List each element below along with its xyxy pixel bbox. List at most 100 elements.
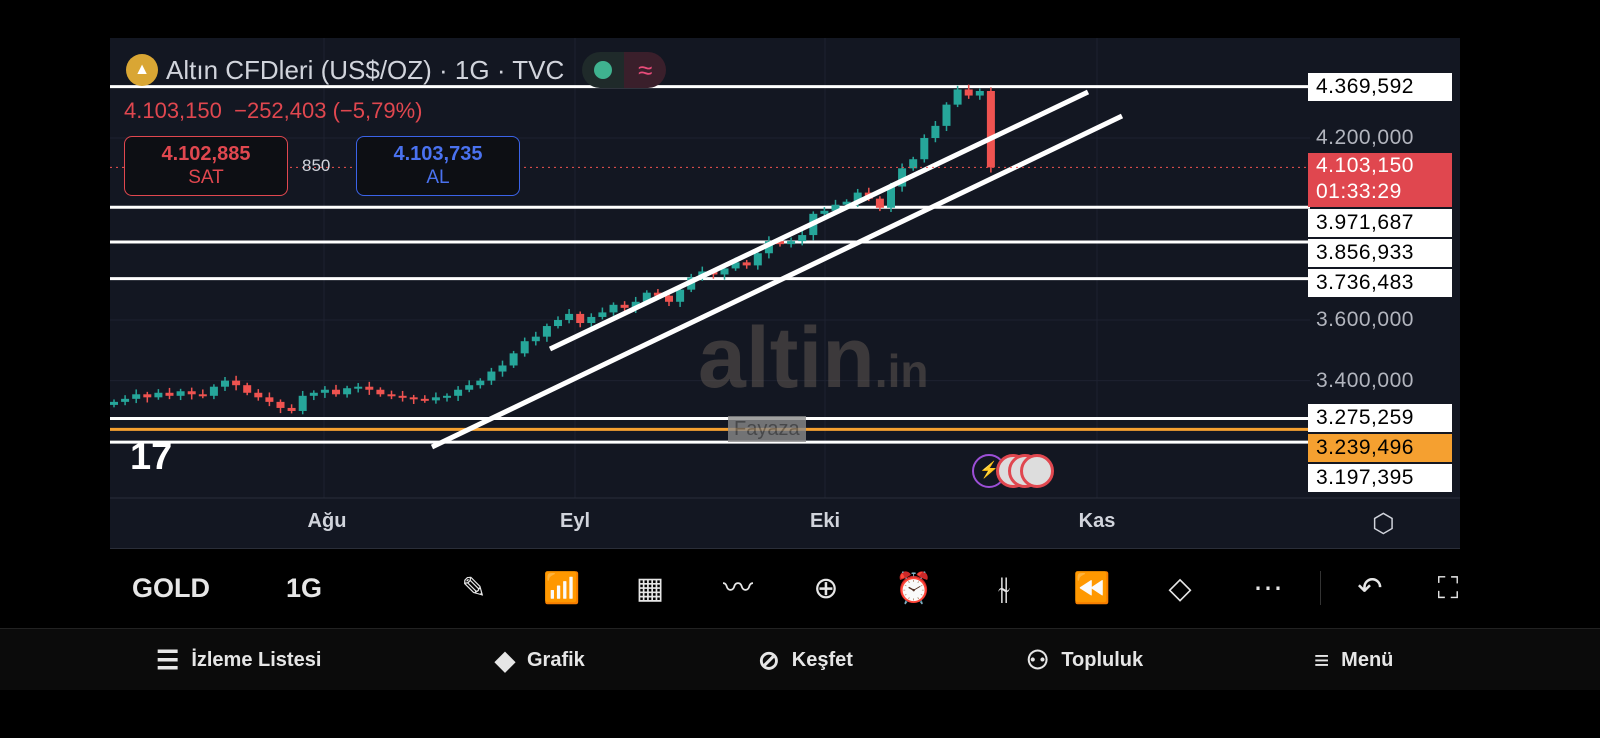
time-label: Eki bbox=[809, 510, 841, 532]
candle bbox=[842, 201, 851, 205]
candle bbox=[487, 371, 496, 381]
settings-icon[interactable]: ⬡ bbox=[1372, 508, 1395, 538]
undo-icon[interactable]: ↶ bbox=[1357, 572, 1383, 605]
candle bbox=[276, 401, 285, 408]
candle bbox=[298, 395, 307, 411]
candle bbox=[243, 385, 252, 393]
compass-icon: ⊘ bbox=[758, 645, 780, 675]
candle bbox=[531, 336, 540, 342]
candle bbox=[576, 313, 585, 324]
candle bbox=[631, 301, 640, 308]
candle bbox=[953, 89, 962, 105]
candle bbox=[398, 395, 407, 398]
layouts-icon[interactable]: ▦ bbox=[635, 572, 665, 605]
time-label: Eyl bbox=[559, 510, 591, 532]
candle bbox=[554, 319, 562, 327]
candle bbox=[320, 389, 329, 393]
candle bbox=[776, 241, 784, 245]
candle bbox=[853, 192, 862, 202]
community-icon: ⚇ bbox=[1026, 645, 1050, 675]
chart-icon: ◆ bbox=[495, 645, 515, 675]
price-change: 4.103,150 −252,403 (−5,79%) bbox=[124, 98, 423, 123]
candle bbox=[498, 365, 507, 372]
candle bbox=[443, 395, 451, 398]
candle bbox=[221, 380, 229, 387]
price-level-label: 3.275,259 bbox=[1308, 404, 1452, 433]
sell-button[interactable]: 4.102,885 SAT bbox=[124, 136, 288, 196]
candle bbox=[975, 90, 984, 96]
candle bbox=[265, 397, 274, 402]
price-tick: 4.200,000 bbox=[1316, 126, 1414, 149]
candle bbox=[520, 341, 529, 354]
alarm-icon[interactable]: ⏰ bbox=[895, 572, 933, 605]
candle bbox=[165, 392, 174, 396]
price-level-label: 3.239,496 bbox=[1308, 434, 1452, 463]
interval-button[interactable]: 1G bbox=[286, 573, 323, 603]
status-pill[interactable]: ≈ bbox=[582, 52, 667, 88]
nav-community[interactable]: ⚇ Topluluk bbox=[1026, 645, 1144, 675]
price-level-label: 4.369,592 bbox=[1308, 72, 1452, 101]
price-level-label: 3.197,395 bbox=[1308, 464, 1452, 493]
symbol-header[interactable]: ▲ Altın CFDleri (US$/OZ) · 1G · TVC ≈ bbox=[126, 52, 667, 88]
watermark: altin.in bbox=[698, 310, 929, 406]
candle bbox=[121, 398, 130, 402]
current-price-label: 4.103,150 01:33:29 bbox=[1308, 153, 1452, 208]
candle bbox=[154, 392, 163, 398]
candle bbox=[387, 394, 396, 397]
candle bbox=[332, 389, 340, 395]
candle bbox=[742, 262, 751, 266]
buy-button[interactable]: 4.103,735 AL bbox=[356, 136, 520, 196]
candle bbox=[665, 295, 673, 302]
candle bbox=[232, 380, 241, 386]
fullscreen-icon[interactable]: ⛶ bbox=[1437, 572, 1459, 605]
replay-icon[interactable]: ⏪ bbox=[1073, 572, 1111, 605]
nav-watchlist[interactable]: ☰ İzleme Listesi bbox=[156, 645, 322, 675]
spread: 850 bbox=[302, 156, 331, 175]
candle bbox=[132, 394, 141, 399]
nav-explore[interactable]: ⊘ Keşfet bbox=[758, 645, 853, 675]
add-icon[interactable]: ⊕ bbox=[813, 572, 839, 605]
candle bbox=[598, 312, 607, 317]
candle bbox=[798, 235, 807, 242]
watermark-user: Fayaza bbox=[728, 416, 806, 442]
candle bbox=[143, 394, 152, 398]
candles-icon[interactable]: ⫳ bbox=[997, 572, 1011, 605]
market-open-icon bbox=[582, 52, 625, 88]
candle bbox=[986, 90, 995, 168]
candle bbox=[343, 388, 352, 395]
candle bbox=[920, 138, 929, 160]
candle bbox=[110, 401, 118, 405]
candle bbox=[454, 389, 463, 396]
indicators-icon[interactable]: 📶 bbox=[543, 572, 581, 605]
layers-icon[interactable]: ◇ bbox=[1168, 572, 1192, 605]
candle bbox=[787, 241, 796, 245]
delayed-data-icon: ≈ bbox=[624, 52, 667, 88]
trend-line-lower bbox=[430, 113, 1124, 450]
pattern-icon[interactable]: 〰 bbox=[723, 572, 753, 605]
nav-chart[interactable]: ◆ Grafik bbox=[495, 645, 585, 675]
candle bbox=[820, 210, 829, 214]
candle bbox=[187, 391, 196, 395]
candle bbox=[931, 125, 940, 138]
symbol-button[interactable]: GOLD bbox=[132, 573, 210, 603]
candle bbox=[587, 316, 596, 324]
more-icon[interactable]: ⋯ bbox=[1253, 572, 1283, 605]
candle bbox=[620, 304, 629, 308]
candle bbox=[898, 168, 907, 187]
trend-line-upper bbox=[548, 89, 1090, 352]
events-icon[interactable]: ⚡ bbox=[972, 454, 1058, 490]
candle bbox=[509, 353, 518, 366]
price-plot[interactable] bbox=[110, 38, 1460, 548]
menu-icon: ≡ bbox=[1314, 645, 1330, 675]
candle bbox=[609, 304, 618, 313]
pencil-icon[interactable]: ✎ bbox=[461, 572, 487, 605]
candle bbox=[942, 104, 951, 126]
symbol-title: Altın CFDleri (US$/OZ) · 1G · TVC bbox=[166, 54, 565, 85]
chart-area[interactable]: altin.in Fayaza ▲ Altın CFDleri (US$/OZ)… bbox=[110, 38, 1460, 548]
bottom-nav: ☰ İzleme Listesi ◆ Grafik ⊘ Keşfet ⚇ Toplulu… bbox=[0, 628, 1600, 690]
candle bbox=[254, 392, 263, 398]
nav-menu[interactable]: ≡ Menü bbox=[1314, 645, 1394, 675]
candle bbox=[887, 186, 895, 208]
candle bbox=[287, 407, 296, 411]
price-tick: 3.400,000 bbox=[1316, 368, 1414, 392]
